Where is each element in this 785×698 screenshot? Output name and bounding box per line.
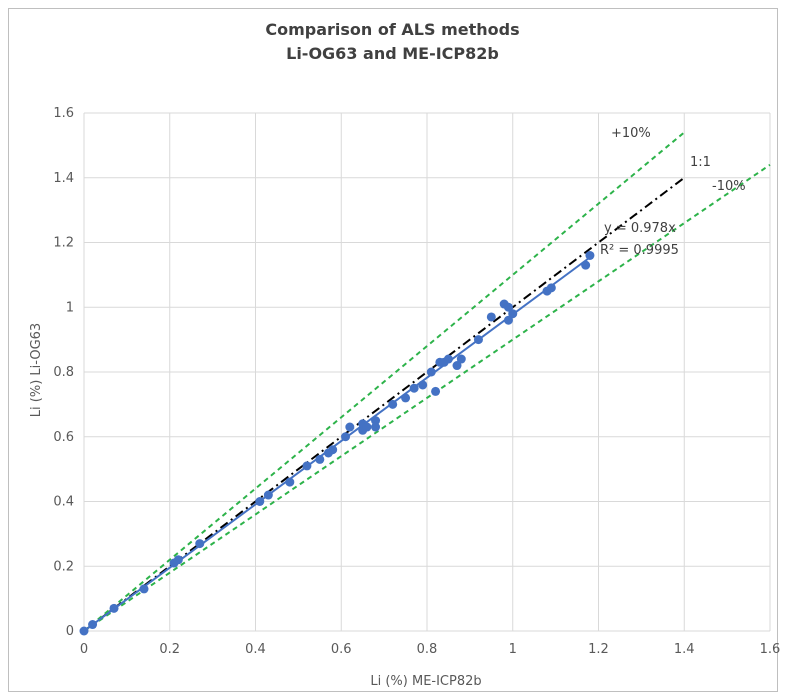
data-point: [503, 302, 513, 312]
reference-line: [83, 163, 771, 632]
y-tick-label: 1: [66, 300, 74, 315]
grid-lines: [83, 112, 771, 632]
data-point: [401, 393, 411, 403]
trendline-r-squared: R² = 0.9995: [600, 243, 679, 258]
data-point: [418, 380, 428, 390]
data-point: [79, 626, 89, 636]
data-point: [371, 416, 381, 426]
x-tick-label: 1.2: [588, 642, 609, 657]
data-point: [546, 283, 556, 293]
plus-10-percent-label: +10%: [611, 126, 651, 141]
x-axis-title: Li (%) ME-ICP82b: [370, 674, 481, 689]
data-point: [473, 335, 483, 345]
data-point: [285, 477, 295, 487]
y-tick-label: 1.2: [53, 236, 74, 251]
y-tick-labels: 0 0.2 0.4 0.6 0.8 1 1.2 1.4 1.6: [53, 106, 74, 639]
data-point: [362, 422, 372, 432]
annotations: +10% 1:1-10% y = 0.978x R² = 0.9995: [600, 126, 746, 258]
chart-title: Comparison of ALS methods: [265, 20, 520, 39]
data-point: [263, 490, 273, 500]
data-point: [443, 354, 453, 364]
y-tick-label: 0: [66, 624, 74, 639]
data-point: [328, 445, 338, 455]
one-to-one-label: 1:1: [690, 155, 711, 170]
data-point: [508, 309, 518, 319]
data-point: [341, 432, 351, 442]
data-point: [431, 386, 441, 396]
y-axis-title: Li (%) Li-OG63: [29, 323, 44, 417]
data-points: [79, 250, 595, 636]
data-point: [426, 367, 436, 377]
data-point: [581, 260, 591, 270]
data-point: [486, 312, 496, 322]
y-tick-label: 1.6: [53, 106, 74, 121]
chart-subtitle: Li-OG63 and ME-ICP82b: [286, 44, 499, 63]
y-tick-label: 0.8: [53, 365, 74, 380]
reference-line: [83, 131, 685, 632]
x-tick-label: 1.6: [760, 642, 781, 657]
data-point: [302, 461, 312, 471]
data-point: [452, 361, 462, 371]
reference-lines: [83, 131, 771, 632]
data-point: [345, 422, 355, 432]
trendline-equation: y = 0.978x: [604, 221, 676, 236]
data-point: [371, 422, 381, 432]
data-point: [139, 584, 149, 594]
data-point: [456, 354, 466, 364]
x-tick-label: 0.4: [245, 642, 266, 657]
x-tick-label: 0.6: [331, 642, 352, 657]
x-tick-labels: 0 0.2 0.4 0.6 0.8 1 1.2 1.4 1.6: [80, 642, 780, 657]
y-tick-label: 0.2: [53, 559, 74, 574]
y-tick-label: 0.4: [53, 495, 74, 510]
data-point: [88, 620, 98, 630]
data-point: [195, 539, 205, 549]
x-tick-label: 1.4: [674, 642, 695, 657]
data-point: [388, 399, 398, 409]
data-point: [585, 250, 595, 260]
data-point: [409, 383, 419, 393]
x-tick-label: 0.2: [159, 642, 180, 657]
y-tick-label: 1.4: [53, 171, 74, 186]
data-point: [503, 315, 513, 325]
data-point: [173, 555, 183, 565]
minus-10-percent-label: -10%: [712, 179, 746, 194]
x-tick-label: 1: [509, 642, 517, 657]
y-tick-label: 0.6: [53, 430, 74, 445]
chart-frame: [8, 8, 778, 692]
x-tick-label: 0: [80, 642, 88, 657]
x-tick-label: 0.8: [417, 642, 438, 657]
data-point: [255, 497, 265, 506]
data-point: [109, 603, 119, 613]
data-point: [315, 454, 325, 464]
